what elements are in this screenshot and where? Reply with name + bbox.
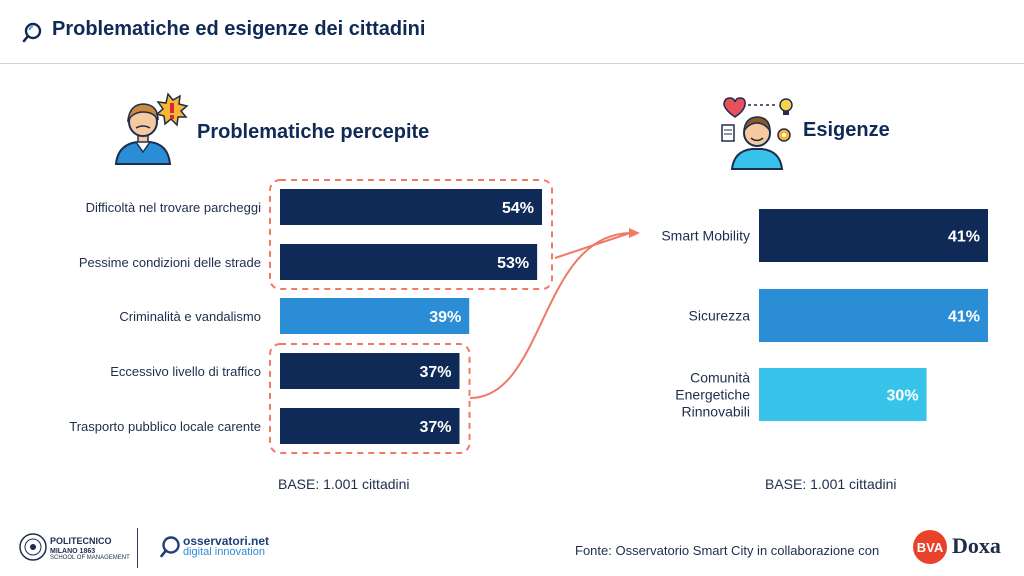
left-category-label: Trasporto pubblico locale carente xyxy=(69,419,261,434)
right-category-label: Energetiche xyxy=(675,387,750,403)
right-bar xyxy=(759,289,988,342)
connector-line xyxy=(554,232,631,259)
politecnico-subtitle: MILANO 1863 SCHOOL OF MANAGEMENT xyxy=(50,548,130,561)
connector-arrowhead xyxy=(629,228,640,238)
right-category-label: Smart Mobility xyxy=(661,228,750,244)
right-category-label: Rinnovabili xyxy=(682,404,750,420)
right-bar-value-label: 41% xyxy=(948,309,980,326)
left-bar xyxy=(280,408,460,444)
footer-separator xyxy=(137,528,138,568)
highlight-box xyxy=(269,179,553,290)
right-bar-value-label: 41% xyxy=(948,229,980,246)
bva-logo: BVA xyxy=(913,530,947,564)
source-note: Fonte: Osservatorio Smart City in collab… xyxy=(575,543,880,558)
worried-person-icon xyxy=(114,92,189,165)
header-divider xyxy=(0,63,1024,64)
highlight-box xyxy=(269,343,471,454)
left-category-label: Difficoltà nel trovare parcheggi xyxy=(86,200,261,215)
left-section-title: Problematiche percepite xyxy=(197,121,430,143)
right-category-label: Comunità xyxy=(690,370,750,386)
right-bar xyxy=(759,209,988,262)
right-bar xyxy=(759,368,927,421)
left-category-label: Criminalità e vandalismo xyxy=(119,309,261,324)
left-bar-value-label: 54% xyxy=(502,200,534,217)
left-bar xyxy=(280,189,542,225)
politecnico-seal-logo xyxy=(19,533,47,561)
right-section-title: Esigenze xyxy=(803,119,890,141)
left-bar-value-label: 53% xyxy=(497,255,529,272)
left-bar-value-label: 37% xyxy=(419,364,451,381)
politecnico-name: POLITECNICO xyxy=(50,536,112,546)
person-with-ideas-icon xyxy=(721,97,793,170)
page-title: Problematiche ed esigenze dei cittadini xyxy=(52,18,426,40)
left-bar-chart: 54% Difficoltà nel trovare parcheggi 53% Pe… xyxy=(69,179,553,454)
osservatori-name: osservatori.net xyxy=(183,534,270,548)
doxa-logo-text: Doxa xyxy=(952,533,1001,558)
magnifier-icon xyxy=(22,22,42,43)
left-bar-value-label: 39% xyxy=(429,309,461,326)
osservatori-subtitle: digital innovation xyxy=(183,546,265,558)
right-bar-value-label: 30% xyxy=(887,388,919,405)
left-base-note: BASE: 1.001 cittadini xyxy=(278,476,410,492)
left-category-label: Pessime condizioni delle strade xyxy=(79,255,261,270)
left-bar-value-label: 37% xyxy=(419,419,451,436)
left-bar xyxy=(280,244,538,280)
right-bar-chart: 41% Smart Mobility 41% Sicurezza 30% Comunità… xyxy=(661,209,988,421)
left-bar xyxy=(280,298,470,334)
right-category-label: Sicurezza xyxy=(689,308,751,324)
right-base-note: BASE: 1.001 cittadini xyxy=(765,476,897,492)
connector-curve xyxy=(469,232,631,399)
svg-text:BVA: BVA xyxy=(917,540,944,555)
osservatori-logo-icon xyxy=(160,536,180,558)
left-category-label: Eccessivo livello di traffico xyxy=(110,364,261,379)
left-bar xyxy=(280,353,460,389)
